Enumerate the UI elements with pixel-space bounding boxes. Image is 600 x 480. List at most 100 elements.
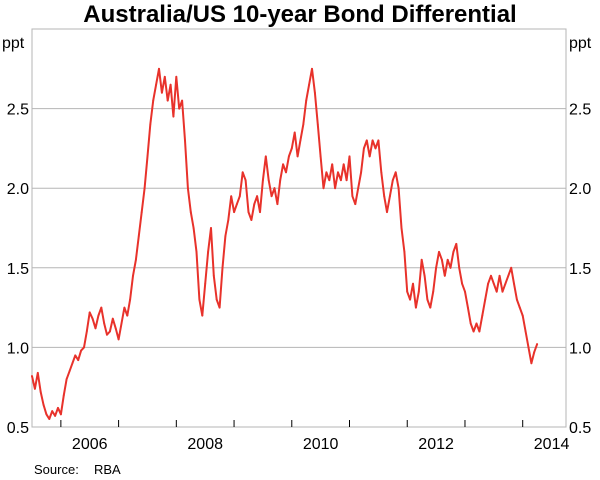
data-point [507, 274, 510, 277]
y-tick-label-left: 1.5 [7, 261, 29, 278]
data-point [100, 306, 103, 309]
data-point [527, 346, 530, 349]
data-point [386, 211, 388, 214]
x-tick-label: 2012 [418, 436, 454, 453]
source-note: Source: RBA [34, 462, 121, 477]
data-point [380, 171, 383, 174]
data-point [282, 163, 284, 166]
data-point [169, 83, 172, 86]
data-point [518, 306, 521, 309]
data-point [368, 155, 371, 158]
data-point [103, 322, 106, 325]
data-point [397, 187, 400, 190]
data-point [452, 251, 455, 253]
data-point [135, 258, 137, 261]
source-value: RBA [94, 462, 121, 477]
data-point [328, 179, 331, 182]
data-point [140, 211, 143, 214]
y-tick-label-right: 2.0 [569, 181, 591, 198]
data-point [467, 306, 469, 309]
data-point [354, 203, 357, 206]
x-tick-label: 2010 [303, 436, 339, 453]
data-point [426, 298, 429, 301]
data-point [371, 139, 374, 142]
data-point [464, 290, 466, 293]
data-point [236, 203, 238, 206]
plot-area [31, 28, 567, 428]
data-point [187, 187, 189, 190]
data-point [77, 359, 80, 361]
data-point [299, 139, 302, 142]
x-tick-label: 2006 [72, 436, 108, 453]
data-point [403, 251, 406, 253]
data-point [109, 330, 111, 333]
data-point [210, 227, 212, 229]
data-point [276, 203, 279, 206]
data-point [423, 274, 426, 277]
data-point [273, 187, 276, 190]
x-tick-marks [60, 420, 524, 427]
data-point [288, 155, 290, 158]
data-point [455, 243, 458, 245]
data-point [178, 107, 181, 110]
data-point [259, 211, 261, 214]
data-point [71, 362, 74, 365]
data-point [319, 155, 322, 158]
data-point [244, 179, 247, 182]
data-point [415, 306, 417, 309]
data-point [325, 171, 328, 174]
data-point [293, 131, 296, 134]
data-point [365, 139, 368, 142]
data-point [57, 407, 59, 409]
data-point [204, 282, 207, 285]
data-point [536, 343, 538, 346]
data-point [516, 298, 518, 301]
data-point [487, 282, 489, 285]
y-tick-label-left: 2.0 [7, 181, 29, 198]
y-tick-label-right: 1.5 [569, 261, 591, 278]
data-point [521, 314, 524, 317]
data-point [420, 258, 423, 261]
data-point [374, 147, 377, 150]
data-point [88, 311, 91, 314]
data-point [181, 99, 184, 102]
data-point [152, 99, 155, 102]
data-point [449, 266, 452, 269]
data-point [60, 413, 62, 416]
data-point [478, 330, 481, 333]
x-tick-label: 2014 [534, 436, 570, 453]
data-point [129, 298, 132, 301]
data-point [400, 227, 403, 229]
data-point [111, 317, 114, 320]
source-label: Source: [34, 462, 79, 477]
data-point [417, 290, 420, 293]
data-point [241, 171, 244, 174]
data-point [218, 306, 221, 309]
data-point [250, 219, 253, 221]
data-point [201, 314, 204, 317]
data-point [360, 171, 362, 174]
chart-title: Australia/US 10-year Bond Differential [83, 1, 517, 28]
data-point [394, 171, 397, 174]
data-point [337, 171, 339, 174]
data-point [54, 415, 56, 417]
data-point [256, 195, 258, 198]
data-point [492, 282, 495, 285]
data-point [221, 266, 224, 269]
data-point [74, 354, 77, 357]
data-point [481, 314, 484, 317]
data-point [475, 322, 478, 325]
data-point [412, 282, 414, 285]
data-point [533, 351, 536, 354]
data-point [308, 83, 310, 86]
data-point [215, 298, 218, 301]
data-point [429, 306, 432, 309]
data-point [302, 123, 305, 126]
data-point [345, 179, 348, 182]
data-point [114, 327, 117, 330]
x-tick-label: 2008 [187, 436, 223, 453]
data-point [267, 179, 270, 182]
left-unit-label: ppt [2, 35, 25, 52]
y-tick-label-right: 1.0 [569, 340, 591, 357]
data-point [94, 327, 97, 330]
